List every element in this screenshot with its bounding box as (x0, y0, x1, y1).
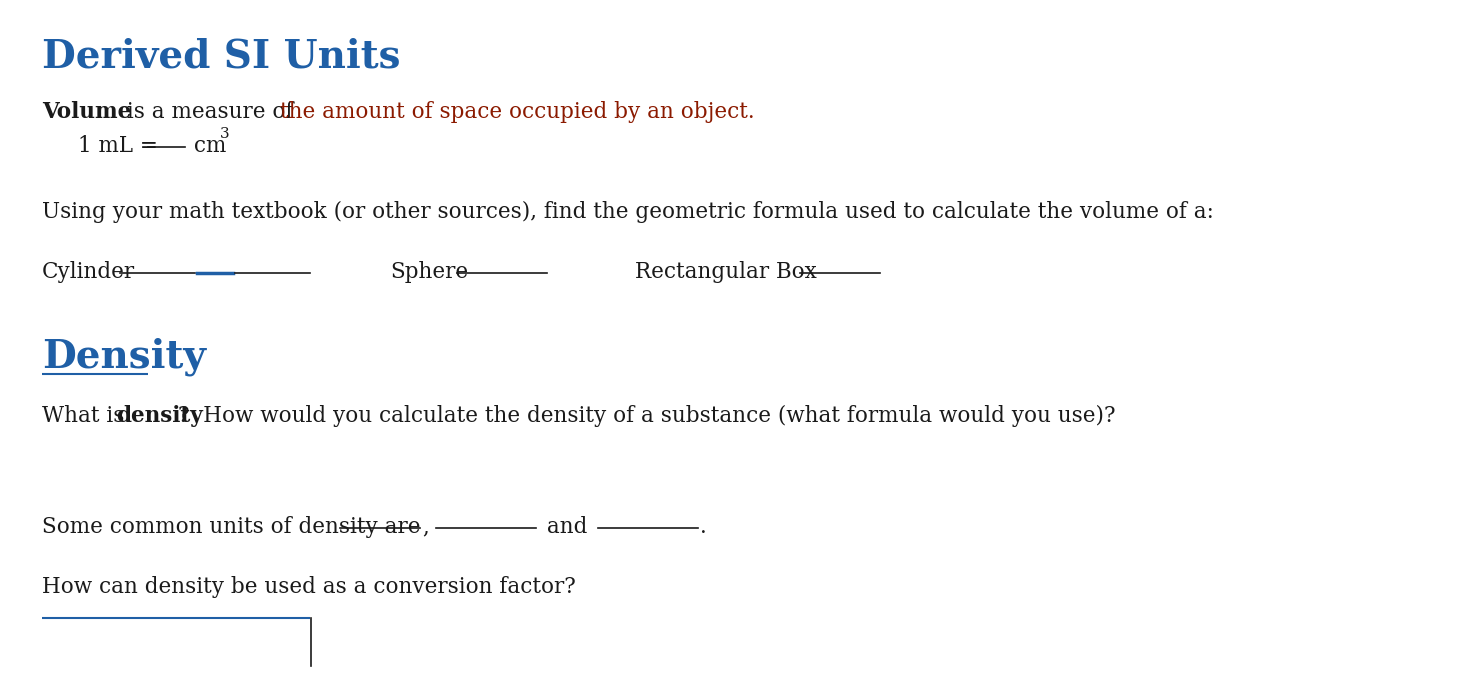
Text: cm: cm (187, 135, 226, 157)
Text: 3: 3 (220, 127, 230, 141)
Text: Some common units of density are: Some common units of density are (41, 516, 421, 538)
Text: 1 mL =: 1 mL = (78, 135, 165, 157)
Text: Derived SI Units: Derived SI Units (41, 38, 400, 76)
Text: Density: Density (41, 338, 207, 377)
Text: ,: , (422, 516, 428, 538)
Text: What is: What is (41, 405, 131, 427)
Text: Cylinder: Cylinder (41, 261, 136, 283)
Text: .: . (700, 516, 707, 538)
Text: Rectangular Box: Rectangular Box (635, 261, 816, 283)
Text: Volume: Volume (41, 101, 131, 123)
Text: How can density be used as a conversion factor?: How can density be used as a conversion … (41, 576, 576, 598)
Text: the amount of space occupied by an object.: the amount of space occupied by an objec… (280, 101, 754, 123)
Text: ?  How would you calculate the density of a substance (what formula would you us: ? How would you calculate the density of… (179, 405, 1116, 427)
Text: Sphere: Sphere (390, 261, 468, 283)
Text: is a measure of: is a measure of (120, 101, 300, 123)
Text: Using your math textbook (or other sources), find the geometric formula used to : Using your math textbook (or other sourc… (41, 201, 1213, 223)
Text: and: and (540, 516, 587, 538)
Text: density: density (117, 405, 202, 427)
